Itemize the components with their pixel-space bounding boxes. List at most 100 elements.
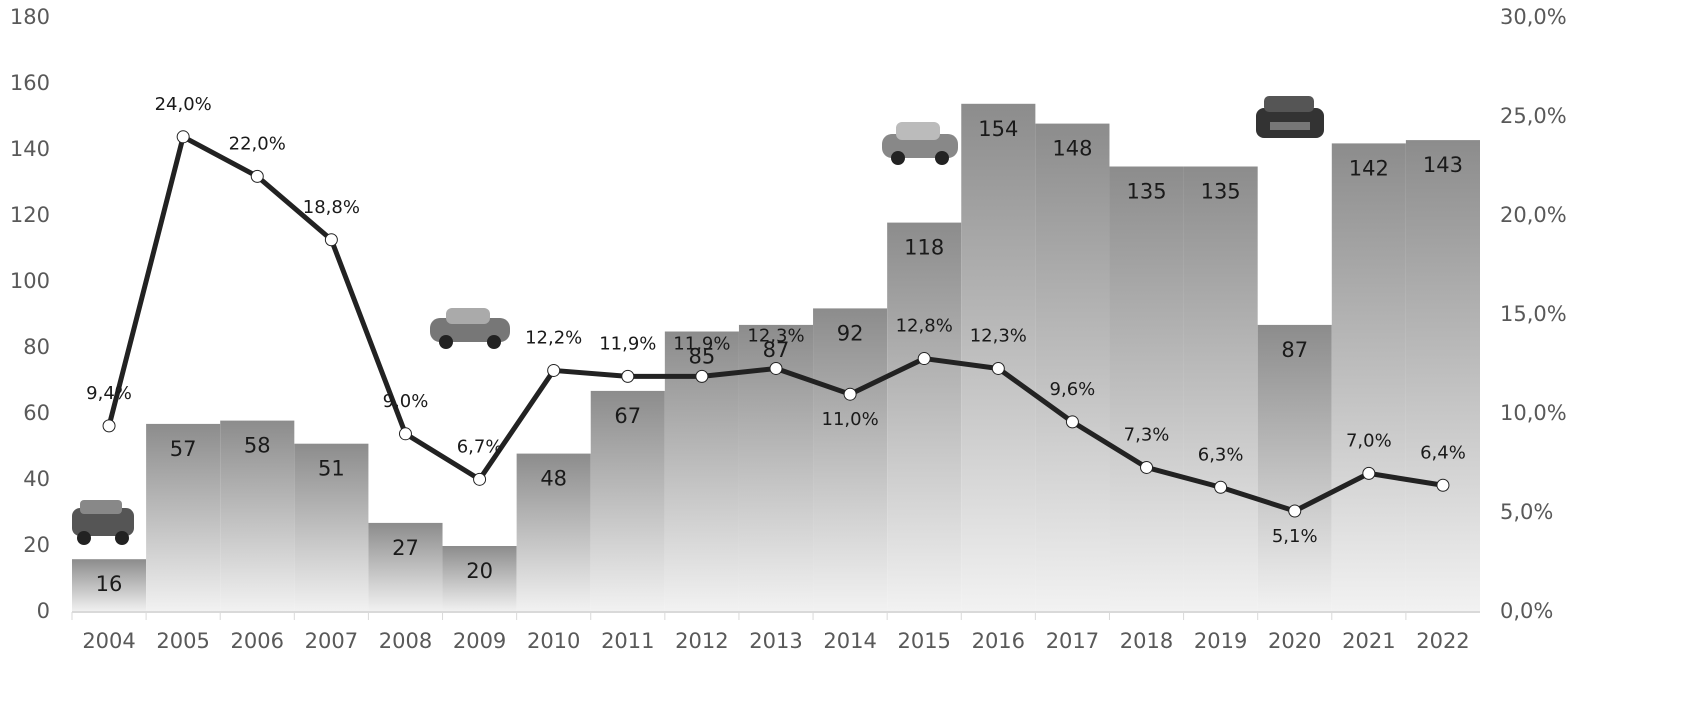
y-tick-label: 40 xyxy=(23,467,50,491)
bar-value-label: 48 xyxy=(540,467,567,491)
bar xyxy=(294,443,369,612)
bar xyxy=(72,559,147,612)
x-tick-label: 2012 xyxy=(675,629,728,653)
y2-tick-label: 15,0% xyxy=(1500,302,1567,326)
bar xyxy=(220,420,295,612)
bar xyxy=(1109,166,1184,612)
x-tick-label: 2011 xyxy=(601,629,654,653)
y2-tick-label: 10,0% xyxy=(1500,401,1567,425)
line-value-label: 24,0% xyxy=(155,94,212,115)
bar xyxy=(1405,140,1480,612)
line-value-label: 9,6% xyxy=(1050,379,1096,400)
line-marker xyxy=(547,363,561,377)
line-marker xyxy=(1140,460,1154,474)
bar-value-label: 67 xyxy=(614,404,641,428)
bar-value-label: 20 xyxy=(466,559,493,583)
y-tick-label: 20 xyxy=(23,533,50,557)
bar xyxy=(368,522,443,612)
line-marker xyxy=(473,472,487,486)
car-icon xyxy=(430,308,510,349)
bar xyxy=(1035,123,1110,612)
line-value-label: 5,1% xyxy=(1272,526,1318,547)
line-marker xyxy=(621,369,635,383)
bar-value-label: 154 xyxy=(978,117,1018,141)
line-marker xyxy=(769,361,783,375)
bar-value-label: 87 xyxy=(763,338,790,362)
bar xyxy=(442,546,517,612)
bar-value-label: 142 xyxy=(1349,156,1389,180)
line-value-label: 7,0% xyxy=(1346,430,1392,451)
line-marker xyxy=(917,352,931,366)
x-tick-label: 2004 xyxy=(82,629,135,653)
line-value-label: 7,3% xyxy=(1124,424,1170,445)
y-tick-label: 140 xyxy=(10,137,50,161)
car-icon xyxy=(1256,96,1324,138)
bar xyxy=(813,308,888,612)
x-tick-label: 2020 xyxy=(1268,629,1321,653)
bar-value-label: 58 xyxy=(244,434,271,458)
y-tick-label: 60 xyxy=(23,401,50,425)
line-marker xyxy=(695,369,709,383)
y-tick-label: 120 xyxy=(10,203,50,227)
bar-value-label: 57 xyxy=(170,437,197,461)
x-tick-label: 2021 xyxy=(1342,629,1395,653)
y-tick-label: 80 xyxy=(23,335,50,359)
x-tick-label: 2013 xyxy=(749,629,802,653)
y-tick-label: 160 xyxy=(10,71,50,95)
bar-value-label: 135 xyxy=(1201,180,1241,204)
bar-value-label: 27 xyxy=(392,536,419,560)
line-value-label: 11,9% xyxy=(599,333,656,354)
line-value-label: 6,7% xyxy=(457,436,503,457)
bar xyxy=(961,103,1036,613)
y-tick-label: 100 xyxy=(10,269,50,293)
line-marker xyxy=(1436,478,1450,492)
x-tick-label: 2014 xyxy=(823,629,876,653)
y2-tick-label: 20,0% xyxy=(1500,203,1567,227)
line-marker xyxy=(324,233,338,247)
bar xyxy=(1257,324,1332,612)
bar-value-label: 87 xyxy=(1281,338,1308,362)
bar-value-label: 135 xyxy=(1126,180,1166,204)
y2-tick-label: 25,0% xyxy=(1500,104,1567,128)
line-marker xyxy=(250,169,264,183)
line-value-label: 22,0% xyxy=(229,133,286,154)
bar-value-label: 92 xyxy=(837,321,864,345)
line-marker xyxy=(1214,480,1228,494)
line-value-label: 6,4% xyxy=(1420,442,1466,463)
line-value-label: 11,9% xyxy=(673,333,730,354)
x-tick-label: 2006 xyxy=(231,629,284,653)
line-value-label: 11,0% xyxy=(822,409,879,430)
y-tick-label: 180 xyxy=(10,5,50,29)
line-marker xyxy=(102,419,116,433)
x-tick-label: 2019 xyxy=(1194,629,1247,653)
line-value-label: 9,0% xyxy=(383,391,429,412)
line-value-label: 6,3% xyxy=(1198,444,1244,465)
bar-value-label: 85 xyxy=(689,345,716,369)
x-tick-label: 2005 xyxy=(156,629,209,653)
line-marker xyxy=(1288,504,1302,518)
bar-value-label: 148 xyxy=(1052,137,1092,161)
line-value-label: 12,8% xyxy=(896,316,953,337)
bar xyxy=(590,390,665,612)
y2-tick-label: 0,0% xyxy=(1500,599,1553,623)
line-marker xyxy=(176,130,190,144)
bar-value-label: 118 xyxy=(904,236,944,260)
x-tick-label: 2008 xyxy=(379,629,432,653)
car-icon xyxy=(72,500,134,545)
bar xyxy=(516,453,591,612)
y2-tick-label: 5,0% xyxy=(1500,500,1553,524)
line-marker xyxy=(843,387,857,401)
x-tick-label: 2022 xyxy=(1416,629,1469,653)
bar-value-label: 16 xyxy=(96,572,123,596)
x-tick-label: 2015 xyxy=(897,629,950,653)
line-value-label: 12,3% xyxy=(747,325,804,346)
bar-value-label: 143 xyxy=(1423,153,1463,177)
x-tick-label: 2018 xyxy=(1120,629,1173,653)
car-icon xyxy=(882,122,958,165)
line-marker xyxy=(398,427,412,441)
x-tick-label: 2010 xyxy=(527,629,580,653)
bar xyxy=(1331,143,1406,612)
bar xyxy=(146,423,221,612)
x-tick-label: 2009 xyxy=(453,629,506,653)
